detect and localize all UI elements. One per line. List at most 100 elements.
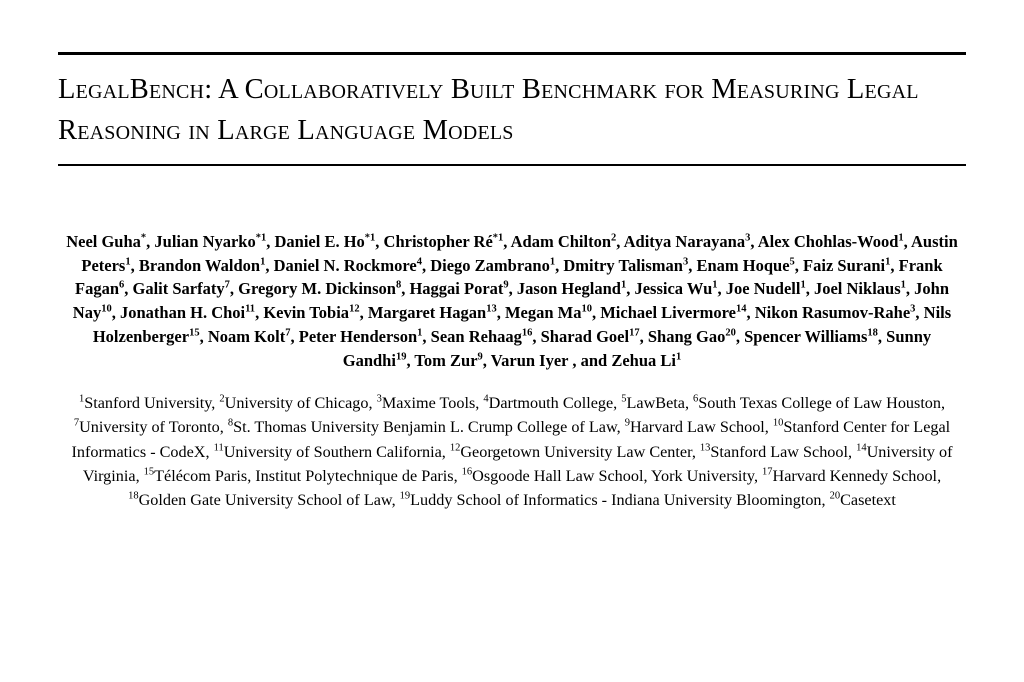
author: Aditya Narayana	[624, 232, 745, 251]
author: Tom Zur	[414, 351, 477, 370]
author-mark: 3	[745, 232, 750, 243]
author-mark: 3	[683, 256, 688, 267]
author: Jessica Wu	[634, 279, 712, 298]
author-mark: 1	[550, 256, 555, 267]
affiliation-number: 11	[214, 442, 224, 453]
affiliation-name: LawBeta	[627, 394, 685, 412]
author: Christopher Ré	[384, 232, 493, 251]
author-mark: 1	[898, 232, 903, 243]
author: Enam Hoque	[696, 256, 789, 275]
affiliation-number: 16	[462, 467, 473, 478]
author: Sharad Goel	[541, 327, 629, 346]
author: Jonathan H. Choi	[120, 303, 245, 322]
affiliation-number: 19	[400, 491, 411, 502]
bottom-rule	[58, 164, 966, 166]
author: Zehua Li	[611, 351, 676, 370]
author: Daniel E. Ho	[274, 232, 364, 251]
author-mark: 14	[736, 304, 747, 315]
author: Adam Chilton	[511, 232, 611, 251]
author-mark: 8	[396, 280, 401, 291]
author: Julian Nyarko	[154, 232, 255, 251]
author: Brandon Waldon	[139, 256, 260, 275]
author: Spencer Williams	[744, 327, 867, 346]
author: Neel Guha	[66, 232, 141, 251]
author-mark: 11	[245, 304, 255, 315]
author-mark: 7	[285, 328, 290, 339]
author: Gregory M. Dickinson	[238, 279, 396, 298]
affiliation-name: University of Southern California	[224, 443, 442, 461]
top-rule	[58, 52, 966, 55]
author: Varun Iyer	[491, 351, 573, 370]
author: Nikon Rasumov-Rahe	[755, 303, 910, 322]
author-mark: 15	[189, 328, 200, 339]
author-mark: 17	[629, 328, 640, 339]
affiliation-number: 18	[128, 491, 139, 502]
author: Noam Kolt	[208, 327, 285, 346]
author-mark: 1	[800, 280, 805, 291]
affiliation-name: University of Chicago	[225, 394, 369, 412]
affiliation-name: Georgetown University Law Center	[460, 443, 691, 461]
affiliation-name: St. Thomas University Benjamin L. Crump …	[233, 418, 617, 436]
affiliation-name: Maxime Tools	[382, 394, 475, 412]
author-mark: 2	[611, 232, 616, 243]
affiliation-name: Luddy School of Informatics - Indiana Un…	[410, 491, 821, 509]
author-mark: 6	[119, 280, 124, 291]
affiliation-number: 17	[762, 467, 773, 478]
author: Jason Hegland	[517, 279, 621, 298]
author: Megan Ma	[505, 303, 582, 322]
author-mark: 9	[503, 280, 508, 291]
author-mark: 10	[581, 304, 592, 315]
affiliation-number: 20	[830, 491, 841, 502]
author-mark: 19	[396, 352, 407, 363]
affiliation-name: University of Toronto	[79, 418, 220, 436]
affiliation-name: Stanford University	[84, 394, 211, 412]
author: Galit Sarfaty	[133, 279, 225, 298]
author-mark: 1	[260, 256, 265, 267]
author: Margaret Hagan	[368, 303, 486, 322]
author-mark: 7	[225, 280, 230, 291]
affiliation-number: 10	[773, 418, 784, 429]
author: Alex Chohlas-Wood	[758, 232, 899, 251]
author: Shang Gao	[648, 327, 726, 346]
author-mark: *1	[256, 232, 267, 243]
author: Diego Zambrano	[430, 256, 550, 275]
author: Daniel N. Rockmore	[274, 256, 417, 275]
author: Joe Nudell	[726, 279, 801, 298]
affiliation-name: Stanford Law School	[710, 443, 848, 461]
author-mark: 20	[725, 328, 736, 339]
affiliation-name: Dartmouth College	[489, 394, 614, 412]
author: Michael Livermore	[600, 303, 736, 322]
affiliation-name: South Texas College of Law Houston	[698, 394, 941, 412]
author: Peter Henderson	[299, 327, 417, 346]
author: Sean Rehaag	[431, 327, 522, 346]
author-mark: 1	[901, 280, 906, 291]
author-mark: 1	[885, 256, 890, 267]
author-mark: *1	[493, 232, 504, 243]
author-mark: 9	[478, 352, 483, 363]
affiliation-number: 12	[450, 442, 461, 453]
author-mark: 16	[522, 328, 533, 339]
paper-title-page: LegalBench: A Collaboratively Built Benc…	[0, 0, 1024, 513]
author-mark: 1	[621, 280, 626, 291]
author-mark: 5	[790, 256, 795, 267]
author-mark: 1	[417, 328, 422, 339]
author: Dmitry Talisman	[563, 256, 683, 275]
author-mark: 3	[910, 304, 915, 315]
author-mark: 4	[417, 256, 422, 267]
author-mark: 18	[867, 328, 878, 339]
author-mark: *	[141, 232, 146, 243]
author-mark: 1	[676, 352, 681, 363]
author-mark: 12	[349, 304, 360, 315]
affiliation-name: Harvard Kennedy School	[773, 467, 938, 485]
author: Haggai Porat	[409, 279, 503, 298]
affiliation-name: Osgoode Hall Law School, York University	[472, 467, 754, 485]
author-mark: *1	[365, 232, 376, 243]
affiliation-name: Télécom Paris, Institut Polytechnique de…	[154, 467, 453, 485]
affiliation-number: 13	[700, 442, 711, 453]
author-list: Neel Guha*, Julian Nyarko*1, Daniel E. H…	[58, 230, 966, 374]
author-mark: 13	[486, 304, 497, 315]
author-mark: 10	[101, 304, 112, 315]
author: Kevin Tobia	[263, 303, 349, 322]
affiliation-list: 1Stanford University, 2University of Chi…	[58, 391, 966, 512]
affiliation-name: Harvard Law School	[630, 418, 765, 436]
